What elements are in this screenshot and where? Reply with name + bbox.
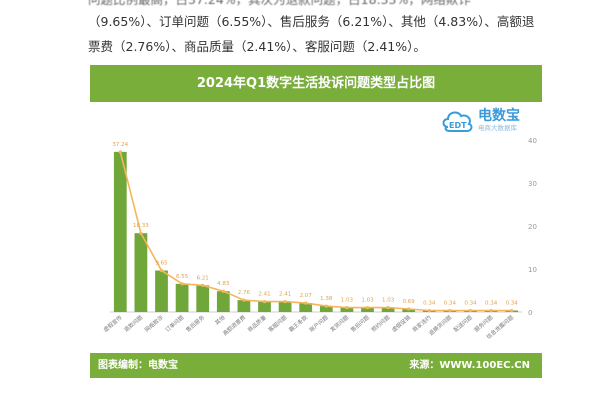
trend-point-15 [427, 308, 431, 313]
trend-point-16 [448, 308, 452, 313]
footer-source-left: 图表编制：电数宝 [98, 360, 178, 371]
bar-0 [113, 151, 127, 312]
data-label-12: 1.03 [361, 298, 374, 304]
data-label-2: 9.65 [155, 261, 168, 267]
trend-point-4 [201, 283, 205, 287]
trend-point-5 [221, 289, 225, 293]
trend-point-11 [345, 305, 349, 310]
trend-point-8 [283, 300, 287, 304]
category-label-7: 商品质量 [246, 313, 268, 334]
category-label-5: 其他 [213, 313, 227, 327]
bar-9 [299, 303, 313, 312]
category-label-14: 虚假促销 [390, 313, 412, 334]
data-label-18: 0.34 [485, 301, 498, 307]
category-label-11: 发货问题 [328, 313, 350, 334]
bar-3 [175, 283, 189, 312]
trend-point-6 [242, 298, 246, 302]
category-label-8: 客服问题 [266, 313, 288, 334]
logo-name: 电数宝 [478, 108, 520, 124]
footer-source-right: 来源：WWW.100EC.CN [409, 360, 530, 371]
data-label-1: 18.33 [133, 223, 149, 229]
trend-point-9 [304, 301, 308, 305]
chart-footer: 图表编制：电数宝 来源：WWW.100EC.CN [90, 353, 542, 378]
chart-card: 2024年Q1数字生活投诉问题类型占比图 EDT 电数宝 电商大数据库 0 10 2… [90, 65, 542, 380]
cloud-logo-icon: EDT [442, 111, 473, 132]
bar-7 [258, 301, 271, 312]
category-label-0: 虚假宣传 [102, 313, 124, 334]
y-tick-label-0: 0 [528, 309, 532, 317]
data-label-13: 1.03 [382, 298, 395, 304]
data-label-6: 2.76 [238, 290, 251, 296]
category-label-4: 售后服务 [184, 313, 206, 334]
bar-10 [319, 306, 333, 312]
category-label-12: 售后问题 [349, 313, 371, 334]
data-label-9: 2.07 [300, 293, 313, 299]
bar-1 [134, 233, 148, 312]
category-label-1: 退款问题 [122, 313, 144, 334]
data-label-16: 0.34 [444, 301, 457, 307]
svg-text:EDT: EDT [449, 121, 467, 130]
data-label-17: 0.34 [464, 301, 477, 307]
category-label-2: 网络欺诈 [143, 313, 165, 334]
category-label-6: 高额退票费 [221, 313, 248, 337]
y-tick-label-2: 20 [528, 223, 537, 231]
trend-point-14 [407, 307, 411, 311]
bar-11 [340, 307, 354, 312]
bar-8 [278, 301, 292, 312]
data-label-7: 2.41 [258, 292, 270, 298]
logo-subtitle: 电商大数据库 [478, 124, 517, 132]
intro-line-1: 问题比例最高，占37.24%，其次为退款问题，占18.33%，网络欺诈 [88, 0, 471, 13]
intro-line-2: （9.65%）、订单问题（6.55%）、售后服务（6.21%）、其他（4.83%… [88, 14, 535, 29]
bar-4 [196, 285, 210, 312]
category-label-13: 预约问题 [369, 313, 391, 334]
data-label-11: 1.03 [341, 298, 354, 304]
data-label-5: 4.83 [217, 281, 230, 287]
chart-title: 2024年Q1数字生活投诉问题类型占比图 [90, 65, 542, 102]
bar-5 [216, 291, 230, 312]
category-label-10: 账户问题 [308, 313, 330, 334]
trend-point-7 [262, 300, 267, 304]
trend-point-1 [139, 231, 143, 235]
data-label-15: 0.34 [423, 301, 436, 307]
data-label-14: 0.69 [403, 299, 416, 305]
data-label-19: 0.34 [506, 301, 519, 307]
intro-line-3: 票费（2.76%）、商品质量（2.41%）、客服问题（2.41%）。 [88, 39, 426, 54]
trend-point-12 [365, 305, 370, 310]
trend-line [119, 151, 512, 312]
bar-6 [237, 300, 251, 312]
trend-point-18 [489, 308, 493, 313]
trend-point-10 [324, 304, 328, 308]
category-label-17: 配送问题 [452, 313, 474, 334]
trend-point-17 [468, 308, 473, 313]
category-label-16: 退换货问题 [427, 313, 454, 337]
trend-point-2 [159, 268, 164, 273]
trend-point-19 [510, 308, 514, 313]
bar-13 [381, 307, 395, 312]
y-tick-label-4: 40 [528, 137, 537, 145]
logo: EDT 电数宝 电商大数据库 [440, 103, 532, 133]
bar-12 [361, 307, 374, 312]
y-tick-label-1: 10 [528, 266, 537, 274]
data-label-3: 6.55 [176, 274, 189, 280]
data-label-10: 1.38 [320, 296, 333, 302]
trend-point-3 [180, 282, 184, 286]
data-label-4: 6.21 [197, 275, 209, 281]
trend-point-13 [386, 305, 390, 310]
bar-2 [155, 270, 168, 312]
data-label-8: 2.41 [279, 292, 291, 298]
y-tick-label-3: 30 [528, 180, 537, 188]
category-label-9: 霸王条款 [287, 313, 309, 334]
category-label-3: 订单问题 [163, 313, 185, 334]
trend-point-0 [118, 150, 122, 154]
data-label-0: 37.24 [112, 142, 128, 148]
